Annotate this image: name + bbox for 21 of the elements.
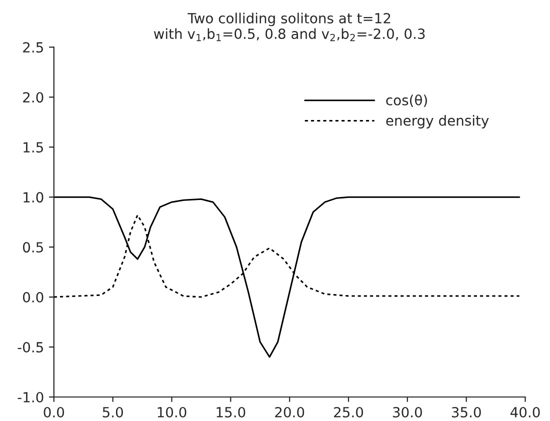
x-tick-label: 25.0: [334, 406, 364, 418]
y-tick-label: 2.5: [23, 42, 43, 53]
chart-title: Two colliding solitons at t=12 with v$_{1}$,b$_{1}$=0.5, 0.8 and v$_{2}$,b$_{2}$=-2.0, 0.3: [154, 12, 425, 42]
legend-label: energy density: [386, 115, 489, 128]
y-tick-label: 2.0: [23, 92, 44, 103]
x-tick-label: 5.0: [102, 406, 123, 418]
x-tick-label: 10.0: [158, 406, 186, 418]
x-tick-label: 0.0: [44, 406, 64, 418]
y-tick-label: 1.0: [24, 192, 44, 203]
y-tick-label: 0.0: [23, 292, 44, 303]
legend-label: cos(θ): [386, 94, 427, 108]
y-tick-label: 0.5: [23, 242, 43, 253]
x-tick-label: 15.0: [216, 406, 246, 418]
y-tick-label: 1.5: [24, 142, 43, 153]
x-tick-label: 35.0: [452, 406, 481, 418]
line-series: [54, 196, 520, 358]
x-tick-label: 30.0: [393, 406, 422, 418]
x-tick-label: 40.0: [510, 406, 540, 418]
x-tick-label: 20.0: [275, 406, 304, 418]
y-tick-label: -1.0: [18, 392, 44, 402]
y-tick-label: -0.5: [18, 342, 43, 352]
